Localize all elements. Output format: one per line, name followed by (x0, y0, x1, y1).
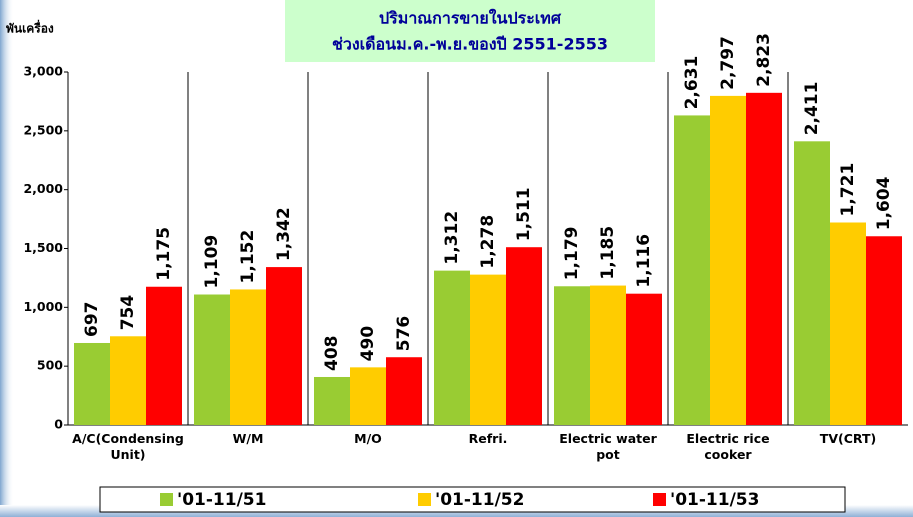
bar (746, 92, 782, 426)
data-label: 490 (358, 326, 378, 362)
bar (266, 267, 302, 425)
bar (386, 357, 422, 425)
data-label: 1,721 (838, 163, 858, 217)
bar (866, 236, 902, 425)
legend-label: '01-11/51 (177, 490, 266, 510)
x-tick-label-box: Electric water pot (559, 431, 657, 462)
bar (146, 286, 182, 425)
bar (194, 294, 230, 425)
bar (110, 336, 146, 425)
legend-label: '01-11/52 (435, 490, 524, 510)
y-tick-label: 1,000 (23, 299, 63, 314)
bar (74, 342, 110, 425)
title-box (285, 0, 655, 62)
data-label: 1,116 (634, 234, 654, 288)
x-tick-label: W/M (232, 431, 264, 446)
data-label: 1,152 (238, 230, 258, 284)
data-label: 1,342 (274, 207, 294, 261)
bar (626, 293, 662, 425)
x-tick-label: TV(CRT) (819, 431, 877, 446)
x-tick-label-box: Electric rice cooker (686, 431, 770, 462)
bar (674, 115, 710, 425)
bar (794, 141, 830, 425)
chart-title: ปริมาณการขายในประเทศ (379, 9, 562, 28)
bar (314, 376, 350, 425)
data-label: 408 (322, 335, 342, 371)
x-tick-label-box: M/O (354, 431, 382, 446)
y-tick-label: 2,000 (23, 181, 63, 196)
bar (554, 286, 590, 425)
y-tick-label: 500 (37, 358, 63, 373)
bar (470, 274, 506, 425)
side-decoration (0, 0, 14, 517)
bar (506, 247, 542, 425)
x-tick-label: M/O (354, 431, 382, 446)
data-label: 2,631 (682, 56, 702, 110)
x-tick-label: Electric water pot (559, 431, 657, 462)
bar (350, 367, 386, 425)
data-label: 2,411 (802, 82, 822, 136)
x-tick-label-box: A/C(Condensing Unit) (72, 431, 184, 462)
y-tick-label: 0 (54, 417, 63, 432)
legend-box (99, 486, 846, 513)
data-label: 576 (394, 316, 414, 352)
y-axis-label: พันเครื่อง (6, 20, 54, 36)
data-label: 754 (118, 295, 138, 331)
x-tick-label-box: W/M (232, 431, 264, 446)
x-tick-label: Refri. (468, 431, 508, 446)
legend-swatch (653, 493, 666, 506)
data-label: 2,797 (718, 36, 738, 90)
data-label: 2,823 (754, 33, 774, 87)
bar (830, 222, 866, 425)
data-label: 1,109 (202, 235, 222, 289)
data-label: 697 (82, 301, 102, 337)
bar (590, 285, 626, 425)
data-label: 1,511 (514, 187, 534, 241)
y-tick-label: 2,500 (23, 122, 63, 137)
x-tick-label-box: Refri. (468, 431, 508, 446)
data-label: 1,312 (442, 211, 462, 265)
x-tick-label: A/C(Condensing Unit) (72, 431, 184, 462)
y-tick-label: 3,000 (23, 64, 63, 79)
data-label: 1,185 (598, 226, 618, 280)
legend-swatch (160, 493, 173, 506)
data-label: 1,278 (478, 215, 498, 269)
chart-title: ช่วงเดือนม.ค.-พ.ย.ของปี 2551-2553 (332, 35, 608, 54)
legend-label: '01-11/53 (670, 490, 759, 510)
data-label: 1,179 (562, 226, 582, 280)
data-label: 1,604 (874, 176, 894, 230)
legend-swatch (418, 493, 431, 506)
bar (230, 289, 266, 425)
y-tick-label: 1,500 (23, 240, 63, 255)
bar (710, 95, 746, 426)
data-label: 1,175 (154, 227, 174, 281)
x-tick-label: Electric rice cooker (686, 431, 770, 462)
x-tick-label-box: TV(CRT) (819, 431, 877, 446)
bar (434, 270, 470, 425)
